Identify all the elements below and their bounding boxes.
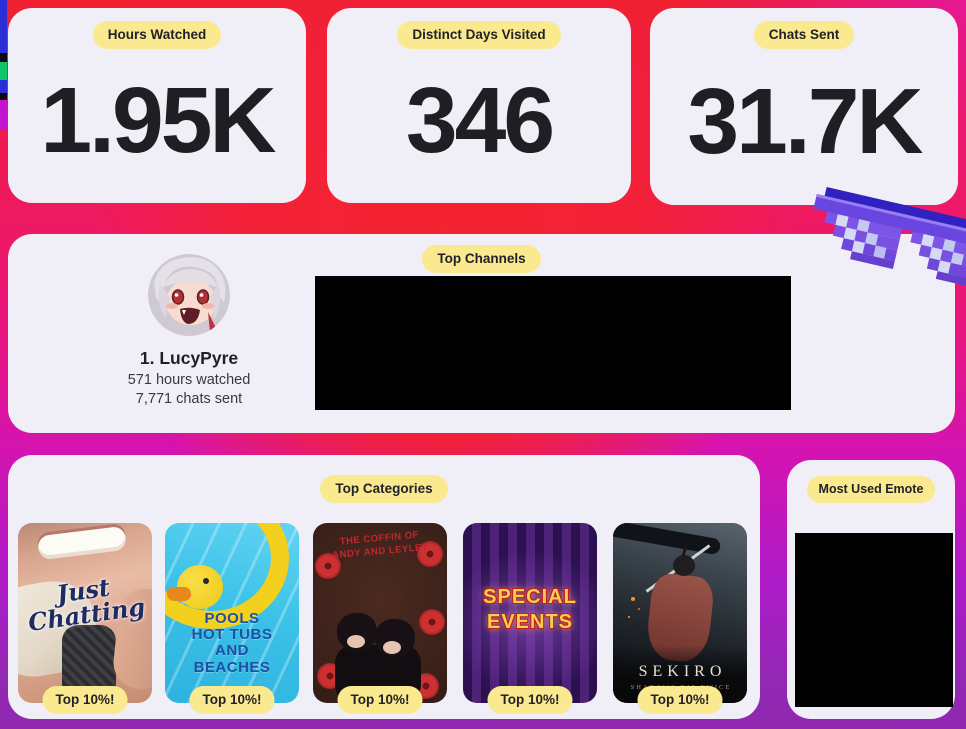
pixel-sunglasses-icon [813,186,966,288]
smile-art [36,525,128,561]
flower-art [419,609,445,635]
strip-black-2 [0,93,7,100]
rubber-duck-head [167,565,223,609]
rank-badge: Top 10%! [42,686,128,714]
chats-sent-card: Chats Sent 31.7K [650,8,958,205]
distinct-days-value: 346 [405,68,555,173]
category-thumb-special-events: SPECIAL EVENTS Top 10%! [463,523,597,714]
special-events-title: SPECIAL EVENTS [483,586,577,633]
top-channel-entry: 1. LucyPyre 571 hours watched 7,771 chat… [69,254,309,407]
hours-watched-value: 1.95K [40,68,276,173]
most-used-emote-badge: Most Used Emote [806,476,936,503]
strip-blue-2 [0,80,7,93]
distinct-days-card: Distinct Days Visited 346 [327,8,631,203]
emote-image-redacted-region [795,533,953,707]
character-face-left [347,635,365,648]
pools-box-art: POOLS HOT TUBS AND BEACHES [165,523,299,703]
embers-art [631,597,635,601]
strip-green [0,62,7,80]
flower-art [417,541,443,567]
chats-sent-value: 31.7K [687,69,923,174]
top-channels-redacted-region [315,276,791,410]
sekiro-title: SEKIRO [638,663,727,680]
category-thumb-pools-hot-tubs-beaches: POOLS HOT TUBS AND BEACHES Top 10%! [165,523,299,714]
strip-blue-top [0,0,7,53]
duck-eye [203,578,209,584]
rank-badge: Top 10%! [637,686,723,714]
peeking-graphic-strip [0,0,7,130]
hours-watched-card: Hours Watched 1.95K [8,8,306,203]
category-thumb-sekiro: SEKIRO SHADOWS DIE TWICE Top 10%! [613,523,747,714]
flower-art [315,553,341,579]
duck-beak [167,587,191,601]
category-thumb-just-chatting: Just Chatting Top 10%! [18,523,152,714]
channel-avatar [148,254,230,336]
top-categories-badge: Top Categories [320,475,448,503]
rank-badge: Top 10%! [337,686,423,714]
coffin-box-art: THE COFFIN OF ANDY AND LEYLEY [313,523,447,703]
character-face-right [383,641,401,654]
top-channels-badge: Top Channels [422,245,541,273]
strip-magenta [0,100,7,130]
channel-chats-sent: 7,771 chats sent [135,391,243,407]
curtain-glow [463,523,597,703]
distinct-days-badge: Distinct Days Visited [397,21,561,49]
top-categories-card: Top Categories Just Chatting Top 10%! [8,455,760,719]
strip-black-1 [0,53,7,62]
chats-sent-badge: Chats Sent [753,21,855,49]
most-used-emote-card: Most Used Emote [787,460,955,719]
sekiro-box-art: SEKIRO SHADOWS DIE TWICE [613,523,747,703]
special-events-box-art: SPECIAL EVENTS [463,523,597,703]
hours-watched-badge: Hours Watched [92,21,222,49]
rank-badge: Top 10%! [487,686,573,714]
rank-badge: Top 10%! [189,686,275,714]
just-chatting-box-art: Just Chatting [18,523,152,703]
top-channels-card: Top Channels 1. LucyPyre 571 [8,234,955,433]
pools-title: POOLS HOT TUBS AND BEACHES [191,610,273,676]
channel-hours-watched: 571 hours watched [127,372,251,388]
channel-rank-name: 1. LucyPyre [139,348,239,368]
samurai-head-art [673,555,695,576]
category-thumb-coffin-andy-leyley: THE COFFIN OF ANDY AND LEYLEY Top 10%! [313,523,447,714]
